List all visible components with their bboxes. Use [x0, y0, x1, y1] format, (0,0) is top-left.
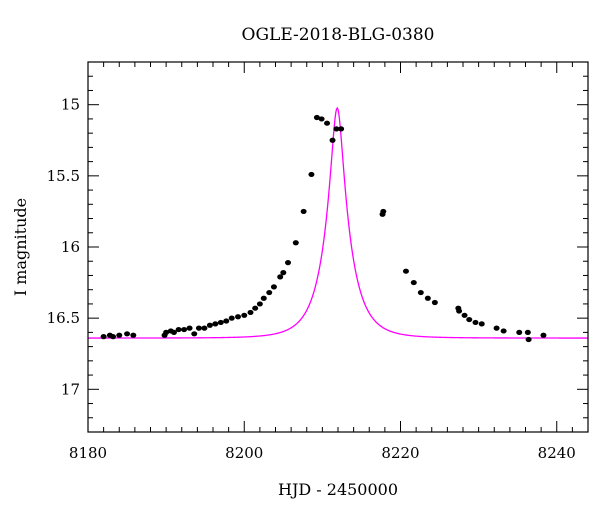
y-tick-label: 15.5 — [47, 167, 80, 185]
data-point — [424, 295, 431, 301]
data-point — [181, 326, 188, 333]
data-point — [300, 208, 307, 215]
data-point — [212, 321, 219, 327]
x-axis-label: HJD - 2450000 — [278, 480, 398, 499]
y-tick-label: 15 — [61, 96, 80, 114]
data-point — [493, 325, 500, 331]
y-tick-label: 17 — [61, 380, 80, 398]
data-point — [285, 260, 291, 266]
plot-area — [88, 106, 588, 343]
x-tick-label: 8180 — [69, 444, 107, 462]
data-point — [195, 325, 202, 331]
data-point — [116, 332, 123, 338]
data-point — [410, 279, 417, 286]
data-point — [206, 322, 213, 328]
axes: 8180 8200 8220 8240 15 15.5 16 16.5 17 — [47, 61, 589, 462]
data-point — [124, 331, 131, 337]
x-tick-label: 8240 — [538, 444, 576, 462]
data-point — [130, 332, 137, 338]
data-point — [516, 329, 523, 335]
data-point — [525, 336, 532, 343]
y-axis-label: I magnitude — [11, 198, 30, 296]
data-point — [201, 325, 208, 331]
data-point — [478, 321, 485, 327]
data-point — [260, 295, 267, 301]
plot-frame — [87, 61, 589, 433]
data-point — [170, 329, 177, 335]
data-point — [456, 308, 463, 314]
data-point — [235, 314, 241, 320]
data-point — [252, 305, 259, 311]
data-point — [186, 325, 193, 331]
data-point — [241, 312, 248, 318]
data-point — [280, 270, 287, 276]
data-point — [191, 331, 198, 337]
data-point — [308, 171, 315, 178]
data-point — [338, 126, 345, 132]
data-point — [329, 137, 336, 143]
data-point — [270, 284, 277, 290]
data-point — [247, 309, 254, 316]
data-point — [500, 328, 507, 334]
data-point — [217, 319, 224, 326]
x-tick-label: 8200 — [225, 444, 263, 462]
data-point — [402, 268, 409, 274]
data-point — [333, 126, 340, 132]
data-point — [472, 319, 479, 326]
data-point — [417, 289, 424, 296]
data-point — [256, 301, 263, 307]
data-point — [431, 299, 438, 306]
y-tick-label: 16.5 — [47, 309, 80, 327]
data-point — [380, 208, 387, 215]
x-tick-label: 8220 — [381, 444, 419, 462]
data-point — [540, 332, 547, 338]
data-point — [524, 329, 531, 335]
data-point — [277, 274, 284, 280]
data-point — [461, 312, 468, 318]
data-point — [223, 318, 230, 324]
chart-title: OGLE-2018-BLG-0380 — [242, 25, 435, 45]
data-point — [175, 326, 182, 333]
data-point — [292, 240, 299, 246]
data-point — [100, 334, 107, 340]
y-tick-label: 16 — [61, 238, 80, 256]
data-point — [110, 334, 116, 340]
data-point — [266, 289, 273, 296]
data-point — [324, 120, 331, 126]
data-point — [466, 316, 473, 323]
data-point — [313, 114, 320, 121]
data-point — [163, 329, 170, 335]
model-curve — [88, 106, 588, 339]
data-point — [228, 315, 235, 321]
data-point — [318, 116, 325, 122]
